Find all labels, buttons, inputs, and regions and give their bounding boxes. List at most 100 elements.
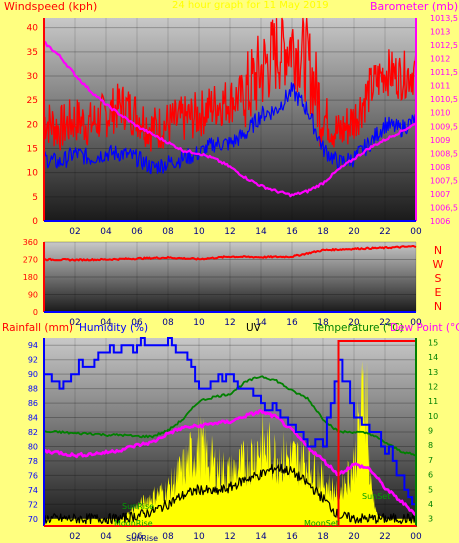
uv-axis-title: UV	[246, 322, 262, 334]
barometer-y-tick-label: 1007	[430, 190, 450, 199]
barometer-y-tick-label: 1012	[430, 55, 450, 64]
temperature-y-tick-label: 13	[428, 368, 438, 377]
x-tick-label: 16	[286, 532, 298, 542]
temperature-y-tick-label: 8	[428, 441, 433, 450]
moonset-annotation: MoonSet	[304, 519, 339, 528]
x-tick-label: 18	[317, 227, 329, 237]
x-tick-label: 12	[224, 532, 235, 542]
compass-label: S	[435, 272, 442, 285]
humidity-y-tick-label: 80	[28, 442, 38, 451]
x-tick-label: 04	[100, 227, 112, 237]
dewpoint-axis-title: Dew Point (°C	[390, 322, 459, 334]
compass-label: E	[435, 286, 442, 299]
humidity-y-tick-label: 88	[28, 385, 38, 394]
windspeed-axis-title: Windspeed (kph)	[4, 0, 97, 13]
barometer-y-tick-label: 1008,5	[430, 149, 458, 158]
humidity-line	[44, 337, 417, 512]
x-tick-label: 00	[410, 227, 422, 237]
sunrise-annotation: SunRise	[122, 502, 154, 511]
wind-y-tick-label: 20	[27, 120, 39, 130]
barometer-y-tick-label: 1013,5	[430, 14, 458, 23]
humidity-y-tick-label: 94	[28, 341, 38, 350]
compass-label: N	[434, 244, 442, 257]
barometer-y-tick-label: 1011	[430, 82, 450, 91]
barometer-y-tick-label: 1010,5	[430, 95, 458, 104]
wind-y-tick-label: 25	[27, 96, 38, 106]
wind-plot-series	[43, 17, 417, 198]
humidity-y-tick-label: 78	[28, 457, 38, 466]
barometer-y-tick-label: 1006	[430, 217, 450, 226]
graph-date-title: 24 hour graph for 11 May 2019	[172, 0, 329, 11]
x-tick-label: 20	[348, 318, 360, 328]
x-tick-label: 00	[410, 318, 422, 328]
x-tick-label: 22	[379, 532, 390, 542]
wind-y-tick-label: 40	[27, 24, 39, 34]
barometer-y-tick-label: 1006,5	[430, 203, 458, 212]
direction-plot-area	[44, 242, 416, 312]
x-tick-label: 12	[224, 318, 235, 328]
x-tick-label: 14	[255, 532, 267, 542]
barometer-y-tick-label: 1008	[430, 163, 450, 172]
dewpoint-line	[43, 375, 417, 457]
barometer-axis-title: Barometer (mb)	[370, 0, 458, 13]
barometer-y-tick-label: 1009	[430, 136, 450, 145]
x-tick-label: 08	[162, 227, 174, 237]
x-tick-label: 02	[69, 318, 80, 328]
compass-label: W	[433, 258, 444, 271]
x-tick-label: 06	[131, 318, 143, 328]
x-tick-label: 16	[286, 318, 298, 328]
humidity-plot-ticks: 7072747678808284868890929434567891011121…	[28, 338, 438, 542]
direction-y-tick-label: 90	[28, 291, 38, 300]
wind-direction-line	[43, 245, 417, 262]
x-tick-label: 02	[69, 227, 80, 237]
temperature-axis-title: Temperature (°C)	[312, 322, 404, 334]
x-tick-label: 14	[255, 227, 267, 237]
x-tick-label: 10	[193, 532, 205, 542]
temperature-y-tick-label: 6	[428, 471, 433, 480]
x-tick-label: 04	[100, 318, 112, 328]
x-tick-label: 02	[69, 532, 80, 542]
x-tick-label: 06	[131, 532, 143, 542]
humidity-y-tick-label: 90	[28, 370, 38, 379]
wind-plot-ticks: 051015202530354010061006,510071007,51008…	[27, 14, 458, 237]
x-tick-label: 06	[131, 227, 143, 237]
humidity-y-tick-label: 84	[28, 414, 38, 423]
barometer-y-tick-label: 1009,5	[430, 122, 458, 131]
x-tick-label: 10	[193, 318, 205, 328]
temperature-y-tick-label: 14	[428, 353, 438, 362]
wind-y-tick-label: 35	[27, 48, 38, 58]
wind-y-tick-label: 10	[27, 169, 39, 179]
barometer-y-tick-label: 1010	[430, 109, 450, 118]
compass-label: N	[434, 300, 442, 313]
x-tick-label: 22	[379, 227, 390, 237]
barometer-y-tick-label: 1011,5	[430, 68, 458, 77]
temperature-y-tick-label: 11	[428, 397, 438, 406]
wind-gust-line	[43, 17, 417, 152]
sunset-annotation: SunSet	[362, 492, 390, 501]
x-tick-label: 00	[410, 532, 422, 542]
x-tick-label: 08	[162, 318, 174, 328]
humidity-y-tick-label: 92	[28, 356, 38, 365]
direction-y-tick-label: 0	[33, 308, 38, 317]
temperature-y-tick-label: 10	[428, 412, 438, 421]
direction-y-tick-label: 360	[23, 238, 38, 247]
temperature-y-tick-label: 15	[428, 338, 438, 347]
x-tick-label: 10	[193, 227, 205, 237]
x-tick-label: 04	[100, 532, 112, 542]
x-tick-label: 16	[286, 227, 298, 237]
wind-y-tick-label: 15	[27, 145, 38, 155]
moonrise-annotation: MoonRise	[114, 519, 153, 528]
direction-y-tick-label: 270	[23, 256, 38, 265]
x-tick-label: 18	[317, 532, 329, 542]
humidity-y-tick-label: 74	[28, 486, 38, 495]
humidity-y-tick-label: 72	[28, 500, 38, 509]
temperature-y-tick-label: 4	[428, 500, 433, 509]
barometer-y-tick-label: 1007,5	[430, 176, 458, 185]
temperature-y-tick-label: 3	[428, 515, 433, 524]
uv-line	[43, 463, 417, 525]
temperature-y-tick-label: 7	[428, 456, 433, 465]
barometer-y-tick-label: 1012,5	[430, 41, 458, 50]
x-tick-label: 08	[162, 532, 174, 542]
x-tick-label: 22	[379, 318, 390, 328]
wind-y-tick-label: 30	[27, 72, 39, 82]
